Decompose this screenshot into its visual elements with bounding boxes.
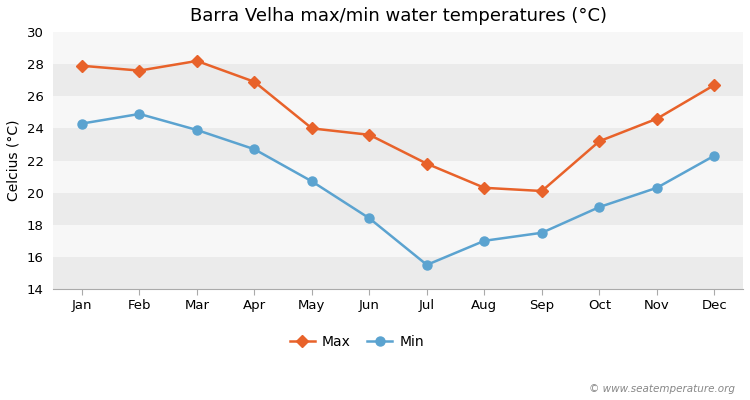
Line: Min: Min: [77, 110, 718, 269]
Max: [193, 58, 202, 63]
Bar: [53, 32, 743, 64]
Min: [250, 147, 259, 152]
Max: [77, 63, 86, 68]
Bar: [53, 193, 743, 225]
Min: [710, 153, 718, 158]
Bar: [53, 128, 743, 160]
Min: [193, 128, 202, 132]
Min: [480, 238, 489, 243]
Bar: [53, 64, 743, 96]
Text: © www.seatemperature.org: © www.seatemperature.org: [589, 384, 735, 394]
Min: [308, 179, 316, 184]
Min: [135, 112, 144, 116]
Max: [250, 80, 259, 84]
Min: [537, 230, 546, 235]
Max: [595, 139, 604, 144]
Bar: [53, 160, 743, 193]
Min: [365, 216, 374, 221]
Min: [595, 205, 604, 210]
Max: [308, 126, 316, 131]
Max: [480, 186, 489, 190]
Max: [537, 189, 546, 194]
Y-axis label: Celcius (°C): Celcius (°C): [7, 120, 21, 201]
Bar: [53, 257, 743, 289]
Min: [422, 262, 431, 267]
Max: [135, 68, 144, 73]
Max: [710, 83, 718, 88]
Min: [652, 186, 662, 190]
Bar: [53, 225, 743, 257]
Max: [422, 161, 431, 166]
Title: Barra Velha max/min water temperatures (°C): Barra Velha max/min water temperatures (…: [190, 7, 607, 25]
Max: [365, 132, 374, 137]
Max: [652, 116, 662, 121]
Line: Max: Max: [78, 57, 718, 195]
Bar: [53, 96, 743, 128]
Legend: Max, Min: Max, Min: [284, 329, 429, 354]
Min: [77, 121, 86, 126]
